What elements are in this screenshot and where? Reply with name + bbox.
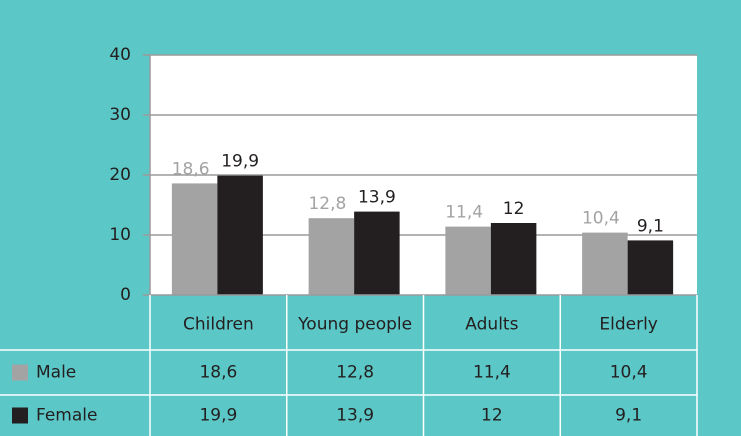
bar (627, 240, 674, 295)
bar (490, 223, 537, 295)
table-cell: 12,8 (336, 363, 374, 383)
table-cell: 12 (481, 406, 503, 426)
data-label: 12,8 (308, 194, 346, 214)
data-label: 10,4 (582, 209, 620, 229)
table-cell: 10,4 (610, 363, 648, 383)
data-label: 18,6 (172, 159, 210, 179)
legend-swatch (12, 407, 28, 424)
y-tick-label: 0 (120, 285, 131, 305)
y-tick-label: 20 (109, 165, 131, 185)
legend-label: Male (36, 363, 76, 383)
x-tick-label: Adults (465, 315, 518, 335)
table-cell: 9,1 (615, 406, 642, 426)
data-label: 19,9 (221, 152, 259, 172)
bar (217, 175, 263, 295)
legend-swatch (12, 364, 28, 381)
table-cell: 13,9 (336, 406, 374, 426)
data-label: 11,4 (445, 203, 483, 223)
table-cell: 18,6 (199, 363, 237, 383)
table-cell: 11,4 (473, 363, 511, 383)
table-cell: 19,9 (199, 406, 237, 426)
bar (582, 232, 628, 295)
y-tick-label: 10 (109, 225, 131, 245)
legend-label: Female (36, 406, 97, 426)
x-tick-label: Elderly (599, 315, 658, 335)
data-label: 12 (503, 199, 525, 219)
bar (354, 211, 400, 295)
bar (171, 183, 218, 295)
bar (445, 226, 491, 295)
data-label: 9,1 (637, 216, 664, 236)
bar (308, 218, 355, 295)
y-tick-label: 30 (109, 105, 131, 125)
y-tick-label: 40 (109, 45, 131, 65)
data-label: 13,9 (358, 188, 396, 208)
x-tick-label: Young people (297, 315, 412, 335)
x-tick-label: Children (183, 315, 254, 335)
